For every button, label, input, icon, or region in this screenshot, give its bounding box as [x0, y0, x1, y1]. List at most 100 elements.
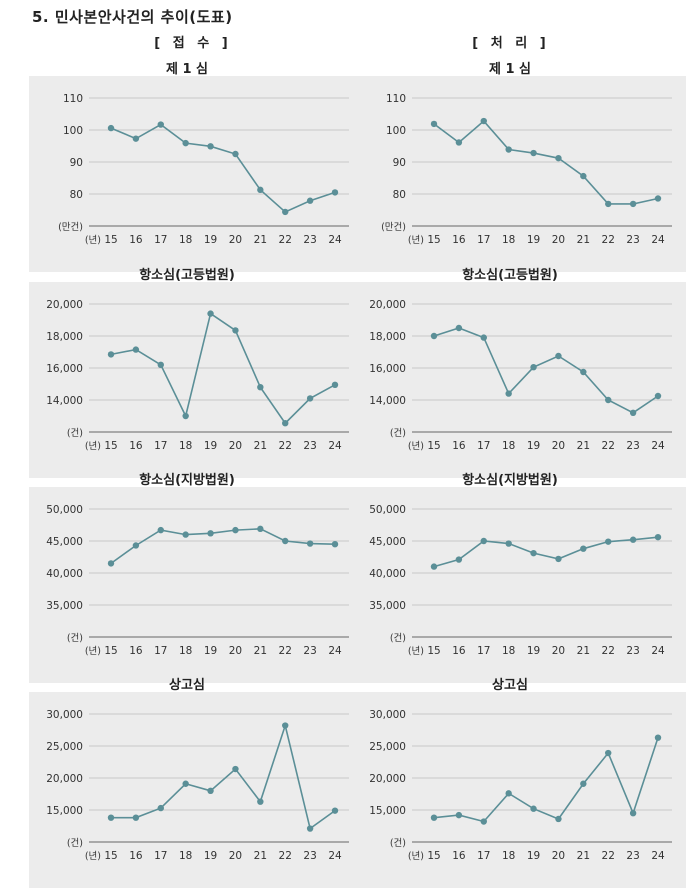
y-tick-label: 25,000	[369, 741, 406, 753]
data-point	[207, 787, 214, 794]
line-chart: 50,000 45,000 40,000 35,000 (건)(년) 15 16 17 18 19…	[46, 504, 349, 657]
data-point	[306, 197, 314, 204]
x-tick-label: 15	[104, 850, 117, 862]
series-line	[110, 312, 336, 425]
y-tick-label: 18,000	[369, 331, 406, 343]
data-point	[654, 533, 662, 541]
y-tick-label: 35,000	[46, 600, 83, 612]
chart-panel-district-court-appeal-receipt: 50,000 45,000 40,000 35,000 (건) (년) 15 16 17 18 19…	[29, 487, 363, 683]
y-tick-label: 20,000	[369, 299, 406, 311]
y-tick-label: 50,000	[369, 504, 406, 516]
x-tick-label: 19	[527, 440, 540, 452]
line-chart: 50,000 45,000 40,000 35,000 (건)(년) 15 16 17 18 19…	[369, 504, 672, 657]
y-tick-label: 50,000	[46, 504, 83, 516]
y-unit-label: (건)	[390, 633, 406, 644]
y-unit-label: (건)	[67, 838, 83, 849]
series-line	[433, 327, 659, 414]
line-chart: 20,000 18,000 16,000 14,000 (건)(년) 15 16 17 18 19…	[369, 299, 672, 452]
data-point	[157, 121, 164, 128]
data-point	[232, 526, 239, 534]
x-tick-label: 22	[279, 850, 292, 862]
data-point	[132, 346, 140, 353]
x-unit-label: (년)	[85, 851, 101, 862]
data-point	[132, 135, 140, 142]
chart-title: 상고심	[492, 678, 528, 693]
data-point	[505, 390, 512, 397]
x-tick-label: 20	[229, 440, 242, 452]
y-unit-label: (건)	[390, 838, 406, 849]
y-tick-label: 30,000	[46, 709, 83, 721]
x-unit-label: (년)	[408, 851, 424, 862]
chart-title: 항소심(지방법원)	[139, 473, 235, 488]
data-point	[455, 139, 463, 146]
line-chart: 30,000 25,000 20,000 15,000 (건)(년) 15 16 17 18 19…	[46, 709, 349, 862]
x-tick-label: 21	[254, 850, 267, 862]
data-point	[430, 814, 438, 821]
x-tick-label: 24	[328, 440, 342, 452]
x-tick-label: 18	[502, 234, 515, 246]
x-unit-label: (년)	[408, 441, 424, 452]
x-tick-label: 23	[626, 850, 639, 862]
x-tick-label: 23	[303, 850, 316, 862]
data-point	[232, 765, 239, 773]
x-tick-label: 24	[328, 234, 342, 246]
y-unit-label: (만건)	[58, 222, 83, 233]
x-tick-label: 21	[577, 234, 590, 246]
y-unit-label: (건)	[67, 428, 83, 439]
x-unit-label: (년)	[85, 646, 101, 657]
x-tick-label: 16	[452, 645, 466, 657]
x-tick-label: 18	[179, 645, 192, 657]
data-point	[430, 563, 438, 570]
x-tick-label: 19	[527, 850, 540, 862]
data-point	[132, 814, 140, 821]
x-tick-label: 17	[154, 850, 167, 862]
data-point	[182, 139, 189, 147]
chart-panel-first-instance-disposal: 110 100 90 80 (만건) (년) 15 16 17 18 19 20 21 22 23 24	[352, 76, 686, 272]
chart-panel-district-court-appeal-disposal: 50,000 45,000 40,000 35,000 (건) (년) 15 16 17 18 19…	[352, 487, 686, 683]
x-tick-label: 15	[104, 234, 117, 246]
data-point	[182, 412, 189, 420]
chart-panel-supreme-court-receipt: 30,000 25,000 20,000 15,000 (건) (년) 15 16 17 18 19…	[29, 692, 363, 888]
data-point	[107, 124, 115, 132]
line-chart: 110 100 90 80 (만건)(년) 15 16 17 18 19 20 21 22 23 24	[381, 93, 672, 246]
x-unit-label: (년)	[85, 235, 101, 246]
x-tick-label: 19	[527, 234, 540, 246]
line-chart: 30,000 25,000 20,000 15,000 (건)(년) 15 16 17 18 19…	[369, 709, 672, 862]
y-tick-label: 14,000	[46, 395, 83, 407]
x-tick-label: 23	[303, 234, 316, 246]
data-point	[232, 327, 239, 334]
x-tick-label: 24	[328, 850, 342, 862]
data-point	[331, 189, 339, 196]
data-point	[157, 804, 164, 812]
x-tick-label: 21	[577, 850, 590, 862]
data-point	[282, 537, 289, 545]
column-header-disposal: [ 처 리 ]	[472, 36, 550, 51]
data-point	[555, 154, 562, 162]
y-tick-label: 110	[63, 93, 83, 105]
x-unit-label: (년)	[408, 646, 424, 657]
data-point	[629, 536, 637, 543]
data-point	[480, 117, 487, 125]
x-tick-label: 15	[427, 850, 440, 862]
x-tick-label: 24	[651, 440, 665, 452]
y-unit-label: (만건)	[381, 222, 406, 233]
chart-panel-supreme-court-disposal: 30,000 25,000 20,000 15,000 (건) (년) 15 16 17 18 19…	[352, 692, 686, 888]
y-tick-label: 20,000	[369, 773, 406, 785]
x-tick-label: 18	[179, 440, 192, 452]
x-tick-label: 19	[204, 234, 217, 246]
x-tick-label: 22	[279, 440, 292, 452]
y-tick-label: 45,000	[369, 536, 406, 548]
chart-title: 항소심(지방법원)	[462, 473, 558, 488]
y-tick-label: 16,000	[369, 363, 406, 375]
data-point	[580, 172, 587, 180]
x-tick-label: 19	[204, 645, 217, 657]
data-point	[331, 541, 339, 548]
y-tick-label: 20,000	[46, 773, 83, 785]
x-tick-label: 16	[129, 645, 143, 657]
x-tick-label: 15	[104, 645, 117, 657]
data-point	[654, 734, 662, 741]
data-point	[605, 396, 612, 404]
chart-title: 제 1 심	[165, 62, 209, 77]
y-tick-label: 40,000	[369, 568, 406, 580]
x-tick-label: 22	[602, 440, 615, 452]
